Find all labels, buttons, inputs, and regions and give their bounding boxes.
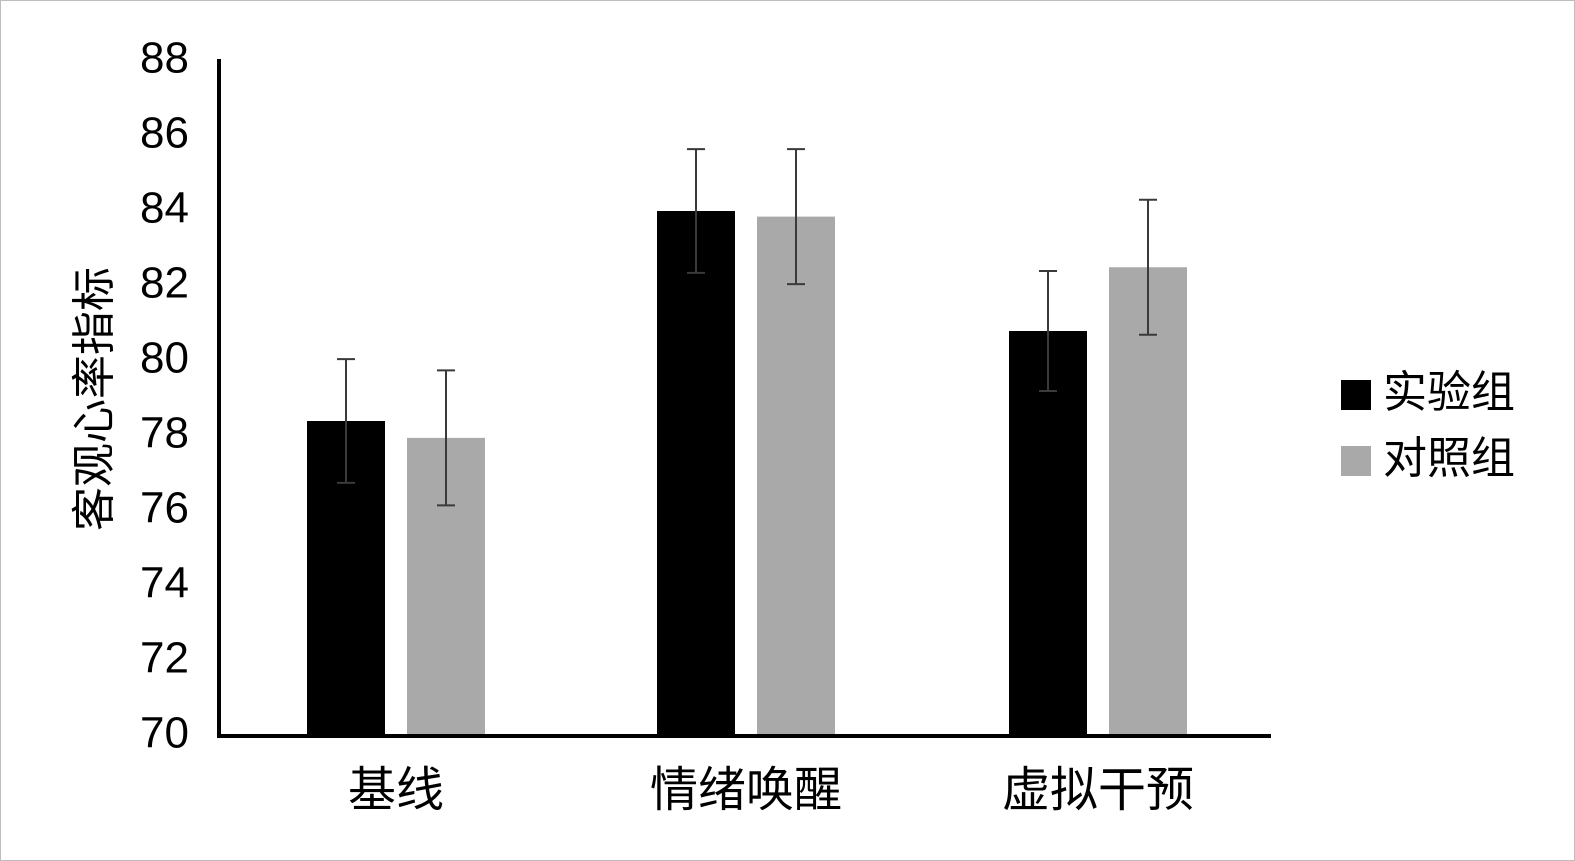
x-category-label: 虚拟干预 [1002, 762, 1194, 818]
y-tick-label: 72 [140, 634, 189, 683]
legend-label: 实验组 [1383, 367, 1515, 418]
y-tick-label: 74 [140, 559, 189, 608]
y-tick-labels: 70 72 74 76 78 80 82 84 86 88 [140, 34, 189, 758]
axes-layer [217, 59, 1271, 738]
x-category-label: 情绪唤醒 [650, 762, 842, 818]
y-tick-label: 82 [140, 259, 189, 308]
y-tick-label: 70 [140, 709, 189, 758]
legend-swatch [1341, 380, 1371, 410]
y-tick-label: 80 [140, 334, 189, 383]
legend-swatch [1341, 446, 1371, 476]
bar [1009, 331, 1087, 736]
bar [1109, 267, 1187, 736]
y-tick-label: 84 [140, 184, 189, 233]
y-axis-label: 客观心率指标 [69, 267, 120, 531]
error-bars-layer [337, 148, 1157, 507]
x-category-label: 基线 [348, 762, 444, 818]
bars-layer [307, 211, 1187, 736]
y-tick-label: 76 [140, 484, 189, 533]
legend-label: 对照组 [1383, 433, 1515, 484]
y-tick-label: 86 [140, 109, 189, 158]
y-tick-label: 78 [140, 409, 189, 458]
bar [657, 211, 735, 736]
y-tick-label: 88 [140, 34, 189, 83]
x-category-labels: 基线 情绪唤醒 虚拟干预 [348, 762, 1194, 818]
bar [757, 216, 835, 736]
